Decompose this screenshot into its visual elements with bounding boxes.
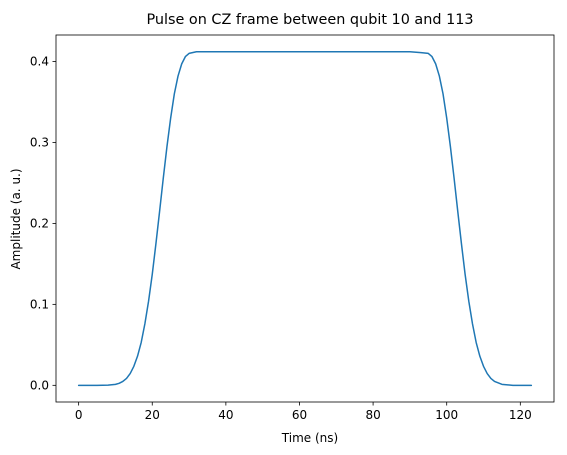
y-tick-label: 0.3 xyxy=(30,136,49,150)
x-tick-label: 120 xyxy=(509,408,532,422)
x-axis-label: Time (ns) xyxy=(281,431,338,445)
y-tick-label: 0.2 xyxy=(30,217,49,231)
x-tick-label: 80 xyxy=(365,408,380,422)
x-tick-label: 40 xyxy=(218,408,233,422)
x-tick-label: 0 xyxy=(75,408,83,422)
x-axis: 0 20 40 60 80 100 120 xyxy=(75,402,532,422)
y-axis-label: Amplitude (a. u.) xyxy=(9,168,23,269)
axes-frame xyxy=(55,34,555,403)
plot-area xyxy=(55,34,555,403)
x-tick-label: 100 xyxy=(435,408,458,422)
y-tick-label: 0.0 xyxy=(30,379,49,393)
y-axis: 0.0 0.1 0.2 0.3 0.4 xyxy=(30,55,56,393)
y-tick-label: 0.1 xyxy=(30,298,49,312)
chart-title: Pulse on CZ frame between qubit 10 and 1… xyxy=(146,12,473,28)
x-tick-label: 60 xyxy=(292,408,307,422)
y-tick-label: 0.4 xyxy=(30,55,49,69)
series-line-0 xyxy=(77,51,533,387)
x-tick-label: 20 xyxy=(145,408,160,422)
